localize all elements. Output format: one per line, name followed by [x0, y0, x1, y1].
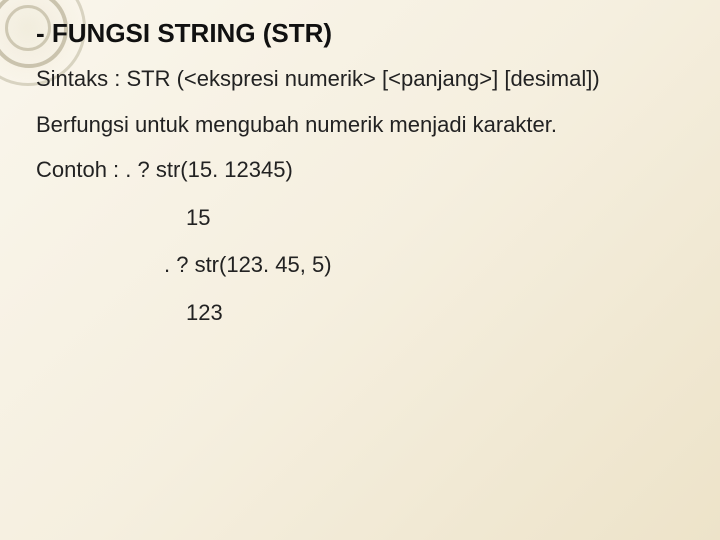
slide-title: - FUNGSI STRING (STR) [36, 18, 680, 49]
example-label: Contoh : . ? str(15. 12345) [36, 156, 680, 184]
syntax-line: Sintaks : STR (<ekspresi numerik> [<panj… [36, 65, 680, 93]
example-line-2: . ? str(123. 45, 5) [36, 251, 680, 279]
description-line: Berfungsi untuk mengubah numerik menjadi… [36, 111, 680, 139]
slide-content: - FUNGSI STRING (STR) Sintaks : STR (<ek… [36, 18, 680, 346]
example-result-2: 123 [36, 299, 680, 327]
example-result-1: 15 [36, 204, 680, 232]
